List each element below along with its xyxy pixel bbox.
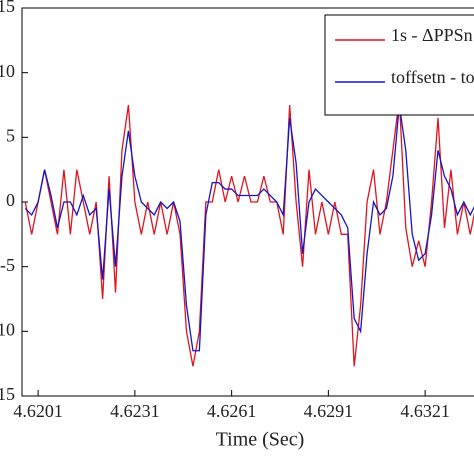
y-tick-label: -15 <box>0 384 15 404</box>
y-tick-label: 15 <box>0 0 15 16</box>
legend-label: 1s - ΔPPSn <box>391 25 473 45</box>
x-tick-label: 4.6321 <box>400 401 450 421</box>
y-tick-label: 5 <box>6 125 15 145</box>
y-tick-label: 0 <box>6 190 15 210</box>
data-line <box>24 104 474 352</box>
legend-label: toffsetn - toffset <box>391 67 474 87</box>
y-tick-label: 10 <box>0 61 15 81</box>
x-tick-label: 4.6291 <box>304 401 354 421</box>
x-tick-label: 4.6261 <box>207 401 257 421</box>
legend-box <box>324 14 474 116</box>
y-tick-label: -5 <box>0 255 15 275</box>
x-tick-label: 4.6201 <box>13 401 63 421</box>
y-tick-label: -10 <box>0 319 15 339</box>
x-axis-label: Time (Sec) <box>216 429 305 451</box>
x-tick-label: 4.6231 <box>110 401 160 421</box>
data-line <box>24 98 474 367</box>
